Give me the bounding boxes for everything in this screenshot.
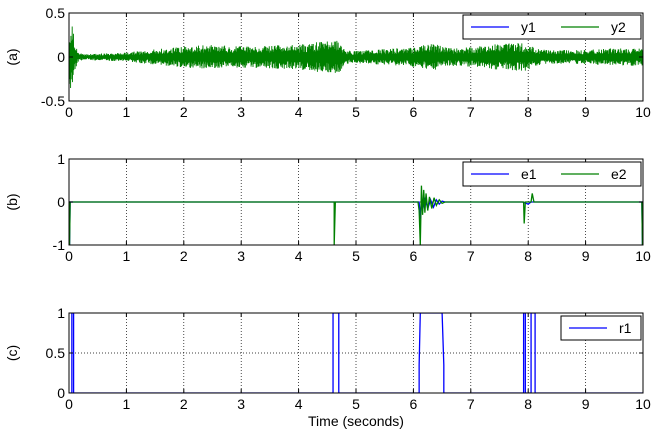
- x-tick-label: 8: [524, 396, 532, 412]
- x-tick-label: 6: [410, 104, 418, 120]
- y-axis-label: (a): [4, 48, 20, 65]
- x-tick-label: 0: [65, 248, 73, 264]
- x-tick-label: 9: [582, 248, 590, 264]
- y-axis-label: (c): [4, 345, 20, 361]
- x-tick-label: 2: [180, 248, 188, 264]
- x-tick-label: 1: [123, 396, 131, 412]
- legend: r1: [560, 315, 642, 341]
- x-tick-label: 5: [352, 396, 360, 412]
- grid: [69, 313, 643, 393]
- x-tick-label: 4: [295, 104, 303, 120]
- series-line-y2: [69, 26, 643, 88]
- x-tick-label: 3: [237, 396, 245, 412]
- y-tick-label: 1: [57, 305, 65, 321]
- y-tick-label: -1: [53, 237, 66, 253]
- x-axis-label: Time (seconds): [308, 413, 404, 429]
- x-tick-label: 8: [524, 248, 532, 264]
- x-tick-label: 7: [467, 396, 475, 412]
- series-group: [69, 185, 643, 245]
- x-tick-label: 2: [180, 104, 188, 120]
- x-tick-label: 4: [295, 248, 303, 264]
- x-tick-label: 8: [524, 104, 532, 120]
- x-tick-label: 4: [295, 396, 303, 412]
- subplot-a: 0 1 2 3 4 5 6 7 8 9 10-0.500.5(a)y1 y2: [4, 5, 651, 120]
- x-tick-label: 1: [123, 248, 131, 264]
- subplot-c: 0 1 2 3 4 5 6 7 8 9 10 0 0.5 1 (c) Time (seconds) r1: [4, 305, 651, 429]
- x-tick-label: 7: [467, 104, 475, 120]
- legend-label-y1: y1: [521, 19, 536, 35]
- legend-label-e2: e2: [611, 166, 627, 182]
- x-tick-label: 3: [237, 248, 245, 264]
- legend-label-e1: e1: [521, 166, 537, 182]
- x-tick-label: 9: [582, 396, 590, 412]
- x-tick-label: 10: [635, 248, 651, 264]
- x-tick-label: 6: [410, 396, 418, 412]
- subplot-b: 0 1 2 3 4 5 6 7 8 9 10-101(b)e1 e2: [4, 151, 651, 264]
- x-tick-label: 10: [635, 104, 651, 120]
- y-axis-label: (b): [4, 193, 20, 210]
- x-tick-label: 5: [352, 248, 360, 264]
- x-tick-label: 1: [123, 104, 131, 120]
- y-tick-label: -0.5: [41, 93, 65, 109]
- x-tick-label: 10: [635, 396, 651, 412]
- x-tick-label: 6: [410, 248, 418, 264]
- legend-label-y2: y2: [611, 19, 626, 35]
- x-tick-label: 0: [65, 396, 73, 412]
- series-line-e2: [69, 185, 643, 245]
- y-tick-label: 0.5: [46, 345, 66, 361]
- x-tick-label: 5: [352, 104, 360, 120]
- y-tick-label: 0: [57, 385, 65, 401]
- y-tick-label: 0.5: [46, 5, 66, 21]
- series-group: [69, 26, 643, 88]
- x-tick-label: 9: [582, 104, 590, 120]
- x-tick-label: 7: [467, 248, 475, 264]
- x-tick-label: 0: [65, 104, 73, 120]
- x-tick-label: 3: [237, 104, 245, 120]
- legend: e1 e2: [462, 161, 642, 187]
- legend: y1 y2: [462, 14, 642, 40]
- y-tick-label: 1: [57, 151, 65, 167]
- legend-label-r1: r1: [619, 320, 632, 336]
- y-tick-label: 0: [57, 194, 65, 210]
- x-tick-label: 2: [180, 396, 188, 412]
- y-tick-label: 0: [57, 49, 65, 65]
